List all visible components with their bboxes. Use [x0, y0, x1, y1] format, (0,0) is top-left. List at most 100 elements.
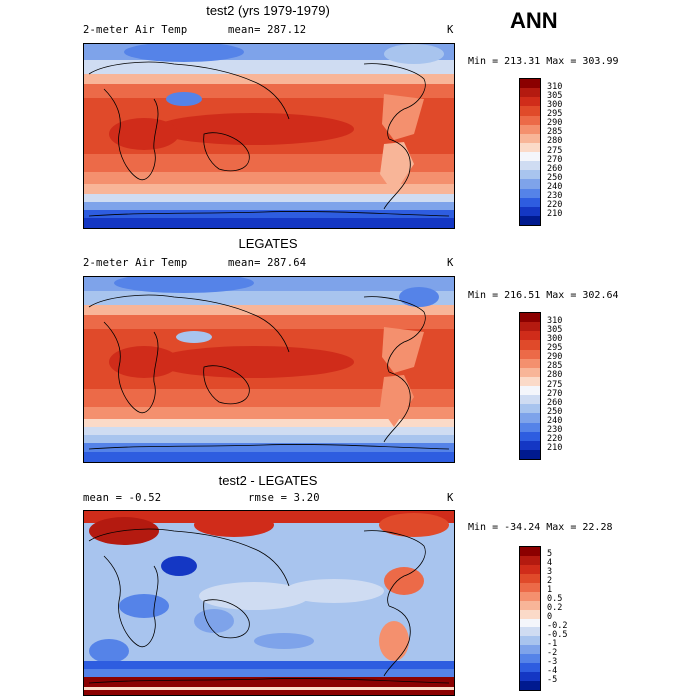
- colorbar-label: 285: [547, 361, 563, 372]
- colorbar-swatch: [520, 645, 540, 655]
- colorbar-swatch: [520, 179, 540, 189]
- colorbar-label: 3: [547, 567, 553, 578]
- colorbar-label: 310: [547, 81, 563, 92]
- colorbar-label: 230: [547, 425, 563, 436]
- colorbar-swatch: [520, 79, 540, 89]
- colorbar-swatch: [520, 215, 540, 225]
- panel-1-title: test2 (yrs 1979-1979): [206, 3, 330, 18]
- colorbar-label: 275: [547, 145, 563, 156]
- panel-1-units: K: [447, 24, 454, 36]
- colorbar-label: -4: [547, 665, 558, 676]
- colorbar-swatch: [520, 395, 540, 405]
- colorbar-swatch: [520, 573, 540, 583]
- colorbar-label: 305: [547, 90, 563, 101]
- colorbar-swatch: [520, 106, 540, 116]
- colorbar-swatch: [520, 358, 540, 368]
- panel-1-map: [83, 43, 455, 229]
- colorbar-label: 0: [547, 612, 553, 622]
- colorbar-label: -3: [547, 656, 558, 667]
- colorbar-swatch: [520, 152, 540, 162]
- panel-2-mean-label: mean= 287.64: [228, 257, 307, 269]
- colorbar-label: 285: [547, 127, 563, 138]
- colorbar-label: 295: [547, 343, 563, 353]
- colorbar-swatch: [520, 404, 540, 414]
- colorbar-label: 310: [547, 315, 563, 326]
- panel-1-variable-label: 2-meter Air Temp: [83, 24, 188, 36]
- panel-3-minmax: Min = -34.24 Max = 22.28: [468, 522, 613, 533]
- panel-3-mean-label: mean = -0.52: [83, 492, 162, 504]
- panel-3-map-svg: [84, 511, 454, 695]
- colorbar-swatch: [520, 413, 540, 423]
- colorbar-swatch: [520, 313, 540, 323]
- colorbar-label: 5: [547, 549, 553, 560]
- colorbar-swatch: [520, 386, 540, 396]
- colorbar-swatch: [520, 124, 540, 134]
- panel-2-map-svg: [84, 277, 454, 462]
- colorbar-label: 230: [547, 191, 563, 202]
- panel-2-units: K: [447, 257, 454, 269]
- colorbar-swatch: [520, 115, 540, 125]
- panel-2-map: [83, 276, 455, 463]
- colorbar-swatch: [520, 88, 540, 98]
- panel-3-colorbar: [519, 546, 541, 691]
- colorbar-swatch: [520, 161, 540, 171]
- colorbar-label: 250: [547, 406, 563, 417]
- colorbar-label: -1: [547, 638, 558, 649]
- colorbar-label: 0.2: [547, 603, 563, 614]
- colorbar-swatch: [520, 206, 540, 216]
- colorbar-label: 4: [547, 558, 553, 569]
- colorbar-swatch: [520, 582, 540, 592]
- colorbar-label: -5: [547, 674, 558, 685]
- colorbar-swatch: [520, 681, 540, 690]
- colorbar-swatch: [520, 672, 540, 682]
- panel-2-title: LEGATES: [238, 236, 298, 251]
- colorbar-label: 280: [547, 136, 563, 147]
- colorbar-label: 220: [547, 434, 563, 445]
- colorbar-swatch: [520, 654, 540, 664]
- panel-3-rmse-label: rmse = 3.20: [248, 492, 320, 504]
- colorbar-swatch: [520, 142, 540, 152]
- colorbar-swatch: [520, 440, 540, 450]
- panel-3-units: K: [447, 492, 454, 504]
- panel-2-variable-label: 2-meter Air Temp: [83, 257, 188, 269]
- colorbar-label: 240: [547, 182, 563, 192]
- colorbar-swatch: [520, 331, 540, 341]
- colorbar-label: -0.2: [547, 620, 568, 631]
- panel-3-map: [83, 510, 455, 696]
- colorbar-label: 270: [547, 154, 563, 165]
- colorbar-swatch: [520, 422, 540, 432]
- panel-1-mean-label: mean= 287.12: [228, 24, 307, 36]
- colorbar-label: 290: [547, 352, 563, 363]
- colorbar-swatch: [520, 547, 540, 556]
- colorbar-swatch: [520, 133, 540, 143]
- colorbar-swatch: [520, 170, 540, 180]
- colorbar-swatch: [520, 449, 540, 459]
- colorbar-label: 1: [547, 585, 553, 596]
- colorbar-swatch: [520, 564, 540, 574]
- colorbar-label: -2: [547, 647, 558, 658]
- colorbar-label: 275: [547, 379, 563, 390]
- colorbar-label: 240: [547, 416, 563, 426]
- panel-3-colorbar-labels: 5 4 3 2 1 0.5 0.2 0 -0.2 -0.5 -1 -2 -3 -4 -5: [547, 546, 587, 691]
- colorbar-label: 280: [547, 370, 563, 381]
- panel-1-map-svg: [84, 44, 454, 228]
- colorbar-swatch: [520, 627, 540, 637]
- panel-2-minmax: Min = 216.51 Max = 302.64: [468, 290, 619, 301]
- colorbar-label: 250: [547, 172, 563, 183]
- colorbar-swatch: [520, 322, 540, 332]
- colorbar-swatch: [520, 349, 540, 359]
- colorbar-swatch: [520, 376, 540, 386]
- colorbar-swatch: [520, 663, 540, 673]
- panel-1-colorbar: [519, 78, 541, 226]
- colorbar-swatch: [520, 555, 540, 565]
- colorbar-label: 290: [547, 118, 563, 129]
- panel-3-title: test2 - LEGATES: [218, 473, 318, 488]
- colorbar-swatch: [520, 636, 540, 646]
- season-label: ANN: [510, 8, 558, 33]
- colorbar-label: 220: [547, 200, 563, 211]
- colorbar-label: 260: [547, 163, 563, 174]
- panel-2-colorbar-labels: 310 305 300 295 290 285 280 275 270 260 250 240 230 2…: [547, 312, 587, 460]
- colorbar-swatch: [520, 367, 540, 377]
- colorbar-swatch: [520, 197, 540, 207]
- colorbar-label: 295: [547, 109, 563, 119]
